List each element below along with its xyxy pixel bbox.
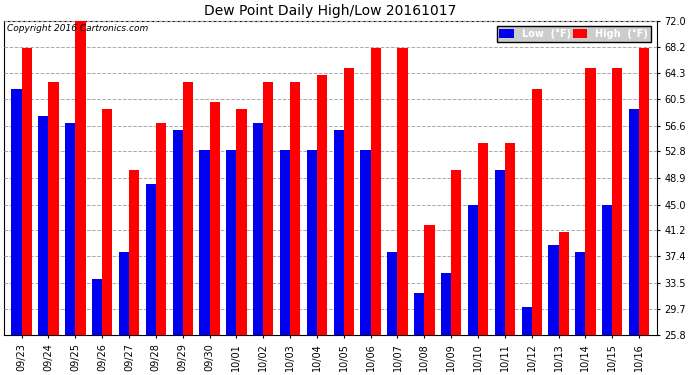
Text: Copyright 2016 Cartronics.com: Copyright 2016 Cartronics.com [8, 24, 148, 33]
Bar [129, 171, 139, 335]
Bar [414, 293, 424, 335]
Legend: Low  (°F), High  (°F): Low (°F), High (°F) [497, 26, 651, 42]
Bar [92, 279, 102, 335]
Bar [48, 82, 59, 335]
Bar [280, 150, 290, 335]
Bar [602, 204, 612, 335]
Bar [264, 82, 273, 335]
Bar [344, 68, 354, 335]
Bar [451, 171, 462, 335]
Bar [75, 21, 86, 335]
Bar [559, 232, 569, 335]
Bar [253, 123, 264, 335]
Bar [612, 68, 622, 335]
Bar [38, 116, 48, 335]
Bar [387, 252, 397, 335]
Bar [532, 89, 542, 335]
Bar [146, 184, 156, 335]
Bar [290, 82, 300, 335]
Bar [237, 109, 246, 335]
Bar [371, 48, 381, 335]
Bar [629, 109, 639, 335]
Bar [119, 252, 129, 335]
Bar [575, 252, 585, 335]
Bar [21, 48, 32, 335]
Bar [333, 130, 344, 335]
Bar [226, 150, 237, 335]
Bar [199, 150, 210, 335]
Bar [307, 150, 317, 335]
Bar [549, 245, 559, 335]
Bar [397, 48, 408, 335]
Bar [360, 150, 371, 335]
Bar [468, 204, 478, 335]
Bar [478, 143, 489, 335]
Bar [210, 102, 219, 335]
Bar [424, 225, 435, 335]
Bar [505, 143, 515, 335]
Title: Dew Point Daily High/Low 20161017: Dew Point Daily High/Low 20161017 [204, 4, 457, 18]
Bar [441, 273, 451, 335]
Bar [495, 171, 505, 335]
Bar [317, 75, 327, 335]
Bar [102, 109, 112, 335]
Bar [183, 82, 193, 335]
Bar [156, 123, 166, 335]
Bar [639, 48, 649, 335]
Bar [522, 307, 532, 335]
Bar [585, 68, 595, 335]
Bar [12, 89, 21, 335]
Bar [172, 130, 183, 335]
Bar [65, 123, 75, 335]
